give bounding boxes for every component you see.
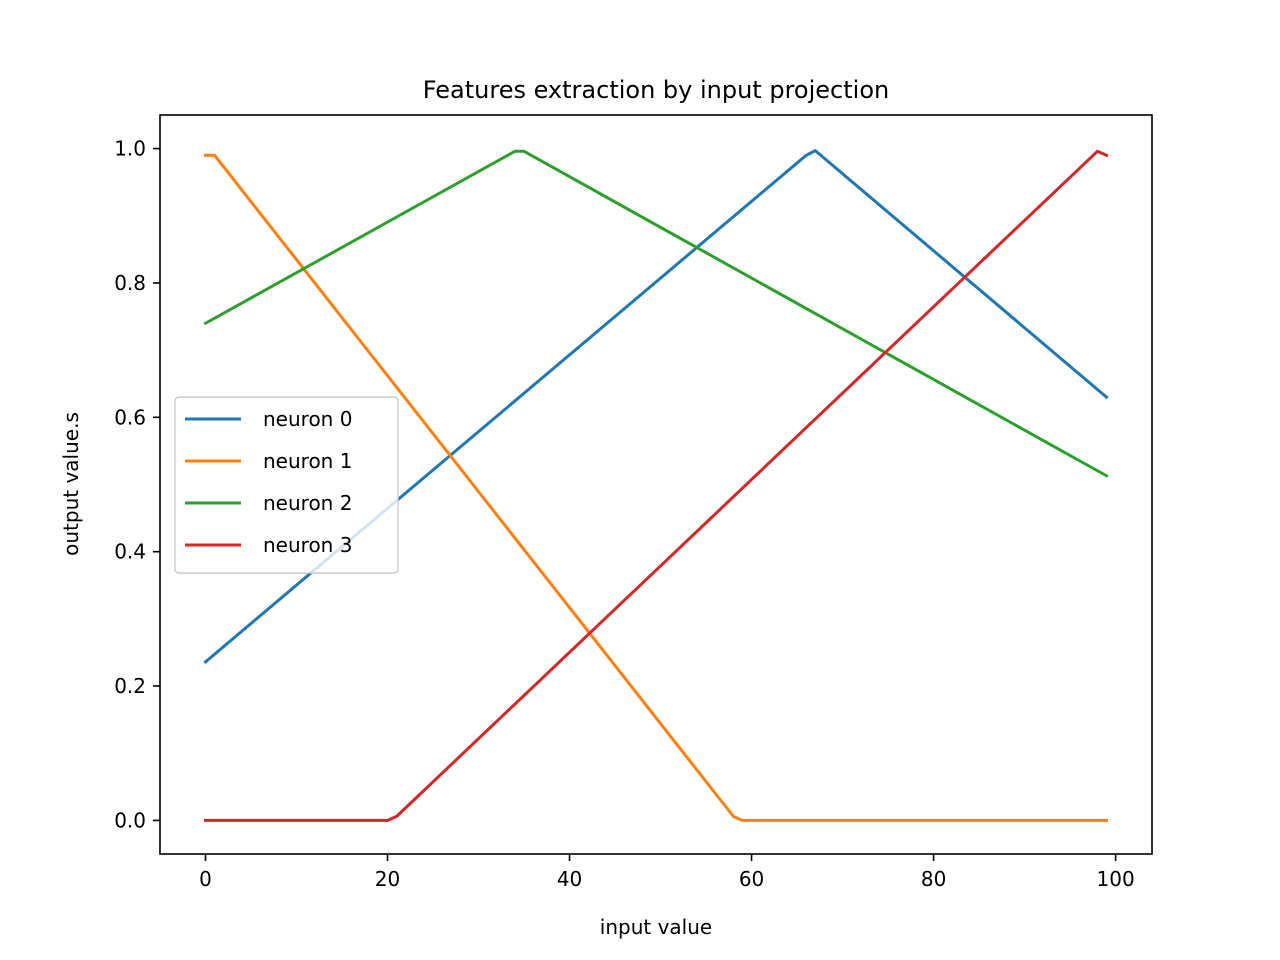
plot-area xyxy=(203,149,1109,822)
plot-frame xyxy=(159,114,1153,855)
y-tick-label: 0.0 xyxy=(114,808,146,832)
chart-title: Features extraction by input projection xyxy=(423,76,889,104)
x-tick-label: 20 xyxy=(375,867,400,891)
legend-box xyxy=(174,396,399,574)
y-tick-label: 1.0 xyxy=(114,137,146,161)
legend-label-neuron-1: neuron 1 xyxy=(263,449,352,473)
series-line-neuron-1 xyxy=(204,153,1108,822)
legend-label-neuron-2: neuron 2 xyxy=(263,491,352,515)
legend: neuron 0 neuron 1 neuron 2 neuron 3 xyxy=(174,396,399,574)
series-line-neuron-0 xyxy=(203,149,1109,664)
y-axis-label: output value.s xyxy=(59,412,83,556)
axes: 0 20 40 60 80 100 0.0 0.2 0.4 0.6 0.8 1.0 xyxy=(114,114,1153,891)
x-tick-label: 80 xyxy=(921,867,946,891)
x-tick-label: 60 xyxy=(739,867,764,891)
x-tick-label: 0 xyxy=(199,867,212,891)
series-line-neuron-3 xyxy=(204,149,1109,822)
y-tick-label: 0.4 xyxy=(114,540,146,564)
y-tick-label: 0.2 xyxy=(114,674,146,698)
legend-label-neuron-3: neuron 3 xyxy=(263,533,352,557)
y-tick-label: 0.6 xyxy=(114,405,146,429)
x-tick-label: 40 xyxy=(557,867,582,891)
x-axis-label: input value xyxy=(600,915,712,939)
series-line-neuron-2 xyxy=(203,149,1109,478)
legend-label-neuron-0: neuron 0 xyxy=(263,407,352,431)
y-tick-label: 0.8 xyxy=(114,271,146,295)
x-tick-label: 100 xyxy=(1097,867,1135,891)
